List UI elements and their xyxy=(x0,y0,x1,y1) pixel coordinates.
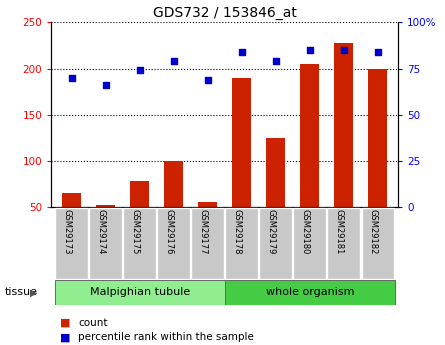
FancyBboxPatch shape xyxy=(225,280,395,305)
Text: GSM29173: GSM29173 xyxy=(63,209,72,255)
Point xyxy=(204,77,211,82)
Bar xyxy=(300,64,319,207)
Point xyxy=(272,58,279,64)
Text: tissue: tissue xyxy=(4,287,37,297)
FancyBboxPatch shape xyxy=(191,208,224,279)
Bar xyxy=(232,78,251,207)
Text: ■: ■ xyxy=(60,318,71,327)
Bar xyxy=(198,203,217,207)
Text: whole organism: whole organism xyxy=(266,287,354,297)
FancyBboxPatch shape xyxy=(328,208,360,279)
FancyBboxPatch shape xyxy=(361,208,394,279)
Point xyxy=(374,49,381,55)
Point xyxy=(102,82,109,88)
Bar xyxy=(164,161,183,207)
Bar xyxy=(62,193,81,207)
Text: percentile rank within the sample: percentile rank within the sample xyxy=(78,333,254,342)
Point xyxy=(136,68,143,73)
Text: GSM29179: GSM29179 xyxy=(267,209,276,255)
Bar xyxy=(368,69,387,207)
Title: GDS732 / 153846_at: GDS732 / 153846_at xyxy=(153,6,297,20)
Text: GSM29177: GSM29177 xyxy=(199,209,208,255)
Text: GSM29178: GSM29178 xyxy=(233,209,242,255)
FancyBboxPatch shape xyxy=(55,280,225,305)
FancyBboxPatch shape xyxy=(293,208,326,279)
FancyBboxPatch shape xyxy=(55,208,88,279)
Text: GSM29175: GSM29175 xyxy=(131,209,140,255)
FancyBboxPatch shape xyxy=(89,208,122,279)
Bar xyxy=(267,138,285,207)
FancyBboxPatch shape xyxy=(123,208,156,279)
FancyBboxPatch shape xyxy=(259,208,292,279)
Text: ■: ■ xyxy=(60,333,71,342)
Text: GSM29176: GSM29176 xyxy=(165,209,174,255)
Bar xyxy=(130,181,149,207)
Point xyxy=(306,47,313,53)
FancyBboxPatch shape xyxy=(226,208,258,279)
Text: GSM29182: GSM29182 xyxy=(369,209,378,255)
Text: GSM29174: GSM29174 xyxy=(97,209,105,255)
Bar xyxy=(335,43,353,207)
FancyBboxPatch shape xyxy=(158,208,190,279)
Text: Malpighian tubule: Malpighian tubule xyxy=(89,287,190,297)
Text: count: count xyxy=(78,318,107,327)
Text: ▶: ▶ xyxy=(30,287,37,297)
Text: GSM29180: GSM29180 xyxy=(301,209,310,255)
Point xyxy=(340,47,348,53)
Point xyxy=(238,49,245,55)
Point xyxy=(68,75,75,80)
Text: GSM29181: GSM29181 xyxy=(335,209,344,255)
Point xyxy=(170,58,177,64)
Bar xyxy=(96,205,115,207)
